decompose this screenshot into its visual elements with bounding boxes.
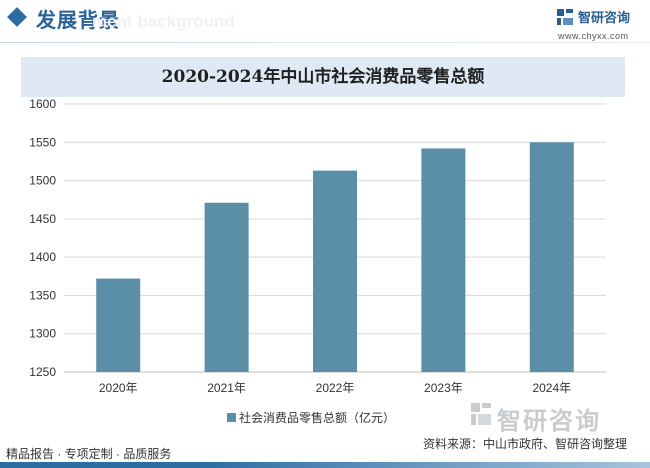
y-tick-label: 1300 bbox=[29, 327, 56, 341]
chart-title-band: 2020-2024年中山市社会消费品零售总额 bbox=[21, 57, 625, 97]
bar bbox=[204, 202, 249, 372]
x-axis: 2020年 2021年 2022年 2023年 2024年 bbox=[99, 381, 571, 395]
watermark-text: 智研咨询 bbox=[497, 408, 601, 435]
bar bbox=[313, 170, 357, 372]
header: 发展背景 ment background 智研咨询 www.chyxx.com bbox=[0, 0, 650, 46]
bar bbox=[421, 148, 466, 372]
brand-logo-icon bbox=[557, 9, 573, 25]
footer-source: 资料来源：中山市政府、智研咨询整理 bbox=[423, 437, 628, 451]
x-tick-label: 2024年 bbox=[532, 381, 571, 395]
x-tick-label: 2023年 bbox=[424, 381, 463, 395]
brand-url: www.chyxx.com bbox=[558, 31, 629, 41]
bars bbox=[96, 142, 574, 372]
y-axis: 1250 1300 1350 1400 1450 1500 1550 1600 bbox=[29, 97, 56, 379]
legend-label: 社会消费品零售总额（亿元） bbox=[239, 410, 395, 425]
section-title: 发展背景 bbox=[36, 10, 120, 32]
legend-swatch bbox=[227, 413, 236, 422]
y-tick-label: 1350 bbox=[29, 288, 56, 302]
footer-bar bbox=[0, 462, 650, 468]
brand-name: 智研咨询 bbox=[578, 10, 631, 25]
x-tick-label: 2022年 bbox=[316, 381, 355, 395]
y-tick-label: 1450 bbox=[29, 212, 56, 226]
y-tick-label: 1400 bbox=[29, 250, 56, 264]
watermark-logo-icon bbox=[471, 403, 491, 425]
x-tick-label: 2021年 bbox=[207, 381, 246, 395]
x-tick-label: 2020年 bbox=[99, 381, 138, 395]
y-tick-label: 1250 bbox=[29, 365, 56, 379]
header-divider bbox=[0, 42, 650, 43]
footer-tags: 精品报告 · 专项定制 · 品质服务 bbox=[6, 447, 172, 461]
bar bbox=[96, 278, 141, 372]
y-tick-label: 1550 bbox=[29, 135, 56, 149]
legend: 社会消费品零售总额（亿元） bbox=[227, 410, 395, 425]
bar bbox=[529, 142, 574, 372]
y-tick-label: 1500 bbox=[29, 174, 56, 188]
chart-title: 2020-2024年中山市社会消费品零售总额 bbox=[161, 67, 485, 87]
y-tick-label: 1600 bbox=[29, 97, 56, 111]
section-subtitle: ment background bbox=[92, 12, 235, 31]
